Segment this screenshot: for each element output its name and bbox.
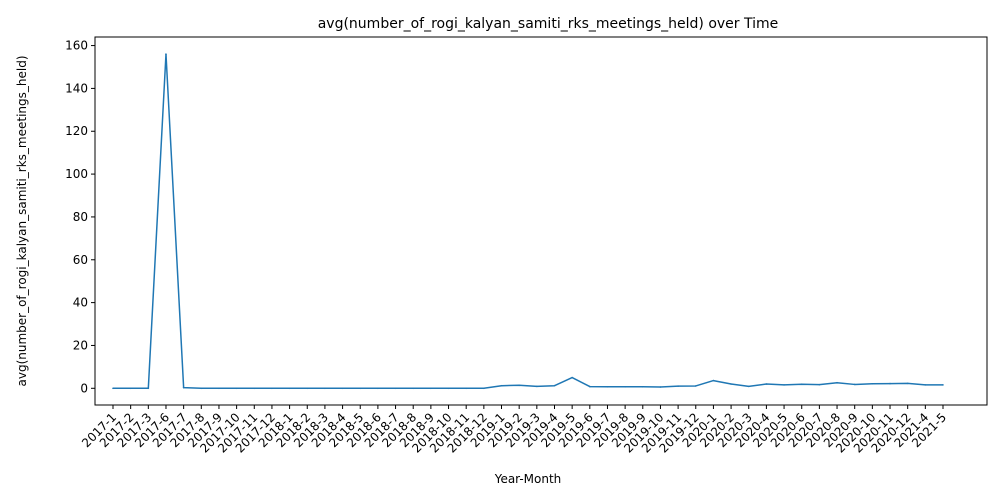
data-point — [288, 387, 291, 390]
data-point — [553, 384, 556, 387]
data-point — [606, 385, 609, 388]
data-point — [200, 387, 203, 390]
y-tick-label: 40 — [73, 296, 88, 310]
y-tick-label: 120 — [65, 124, 88, 138]
data-point — [783, 384, 785, 386]
data-point — [889, 382, 891, 385]
data-point — [377, 387, 379, 390]
data-point — [359, 387, 362, 390]
data-point — [218, 387, 220, 390]
data-point — [765, 383, 768, 385]
x-axis-label: Year-Month — [494, 472, 562, 486]
data-point — [800, 383, 803, 386]
data-point — [730, 383, 732, 385]
data-point — [465, 387, 467, 390]
y-tick-label: 100 — [65, 167, 88, 181]
data-point — [341, 387, 344, 390]
data-point — [571, 376, 573, 379]
data-point — [518, 384, 520, 387]
data-point — [536, 385, 538, 388]
data-point — [924, 384, 927, 386]
y-tick-label: 60 — [73, 253, 88, 267]
data-point — [182, 386, 185, 389]
data-point — [253, 387, 256, 390]
data-point — [641, 385, 644, 388]
data-point — [694, 385, 697, 387]
y-tick-label: 20 — [73, 338, 88, 352]
y-tick-label: 160 — [65, 39, 88, 53]
plot-frame — [94, 36, 988, 406]
data-point — [165, 53, 167, 55]
data-point — [871, 382, 874, 385]
data-point — [906, 382, 909, 385]
plot-area: 0204060801001201401602017-12017-22017-32… — [65, 36, 988, 456]
data-point — [500, 384, 503, 387]
data-point — [818, 383, 821, 386]
data-point — [853, 383, 856, 386]
data-point — [447, 387, 450, 390]
y-tick-label: 140 — [65, 81, 88, 95]
data-point — [271, 387, 273, 390]
y-tick-label: 0 — [80, 381, 88, 395]
series-line — [113, 53, 943, 390]
data-point — [677, 385, 679, 387]
data-point — [147, 387, 150, 390]
data-point — [394, 387, 397, 390]
data-point — [836, 381, 838, 384]
y-tick-label: 80 — [73, 210, 88, 224]
data-point — [306, 387, 309, 390]
data-point — [235, 387, 238, 390]
data-point — [747, 385, 750, 388]
data-point — [129, 387, 132, 390]
data-point — [942, 384, 944, 386]
data-point — [112, 387, 114, 390]
data-point — [324, 387, 326, 390]
data-point — [483, 387, 485, 390]
data-point — [430, 387, 432, 390]
chart-title: avg(number_of_rogi_kalyan_samiti_rks_mee… — [318, 16, 779, 32]
data-point — [412, 387, 415, 390]
data-point — [659, 386, 662, 388]
data-point — [624, 385, 626, 388]
y-axis-label: avg(number_of_rogi_kalyan_samiti_rks_mee… — [15, 56, 29, 387]
data-point — [589, 385, 591, 388]
data-point — [712, 379, 715, 382]
